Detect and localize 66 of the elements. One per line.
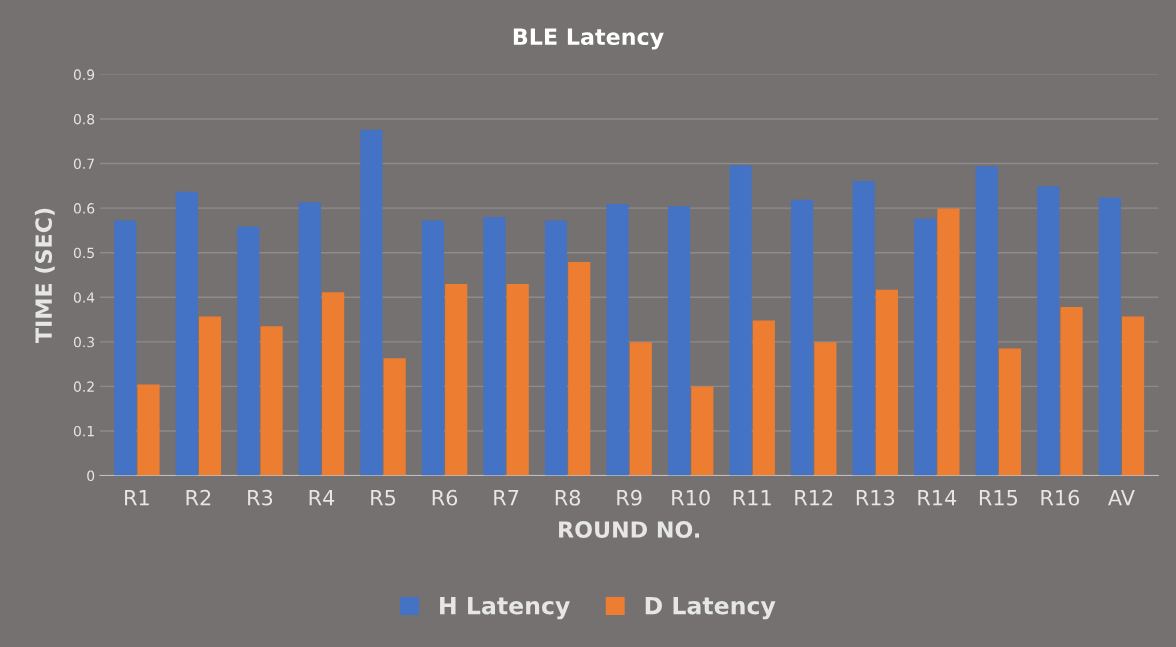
bar [137,384,160,476]
x-tick-label: R6 [432,489,458,506]
bar [914,218,937,476]
y-tick-label: 0.2 [73,381,94,392]
x-tick-label: R4 [309,490,335,506]
bar [629,342,652,476]
y-tick-label: 0.9 [73,69,95,80]
bar [998,348,1022,476]
y-tick-label: 0 [87,470,95,482]
bar [544,220,568,476]
chart-title: BLE Latency [513,28,664,50]
y-tick-label: 0.7 [73,158,94,170]
y-tick-label: 0.6 [73,203,95,214]
x-tick-label: R2 [186,489,211,506]
x-tick-label: R10 [672,489,710,506]
bar [975,166,998,476]
bar [568,262,591,476]
bar [937,208,960,476]
bar [1060,307,1083,476]
x-tick-label: R16 [1041,489,1080,506]
bar [198,316,222,476]
legend-label: D Latency [645,596,776,620]
bar [1037,186,1060,476]
bar [875,289,899,476]
y-tick-label: 0.1 [73,425,94,437]
x-tick-label: AV [1108,490,1135,506]
bar [322,292,345,476]
bar [852,180,875,476]
x-tick-label: R5 [371,490,396,506]
x-tick-label: R11 [733,490,771,506]
bar [175,191,198,476]
x-tick-label: R9 [617,489,642,506]
x-tick-label: R8 [555,489,581,506]
bar [1121,316,1145,476]
bar [791,199,814,476]
bar [114,220,137,476]
y-tick-label: 0.5 [73,247,94,259]
bar [606,204,629,476]
x-tick-label: R7 [494,490,519,506]
x-tick-label: R13 [856,489,895,506]
y-tick-label: 0.3 [73,336,94,348]
bar [1098,197,1121,476]
bar [691,386,714,476]
y-axis-title: TIME (SEC) [34,208,55,343]
bar [260,326,283,476]
bar [506,283,529,476]
bar [729,165,752,476]
bar [237,226,260,476]
bar [360,129,383,476]
x-tick-label: R12 [795,489,833,506]
bar [667,206,691,476]
bar [298,202,321,476]
legend-label: H Latency [440,596,570,620]
bar [814,342,837,476]
bar [445,283,468,476]
x-tick-label: R3 [248,489,273,506]
bar [421,220,444,476]
x-tick-label: R15 [979,490,1018,506]
bar [752,320,775,476]
x-axis-title: ROUND NO. [559,521,700,538]
x-tick-label: R14 [918,490,957,506]
y-tick-label: 0.4 [73,292,95,303]
x-tick-label: R1 [125,490,149,506]
bar [383,358,406,476]
bar [483,217,506,476]
y-tick-label: 0.8 [73,113,95,125]
